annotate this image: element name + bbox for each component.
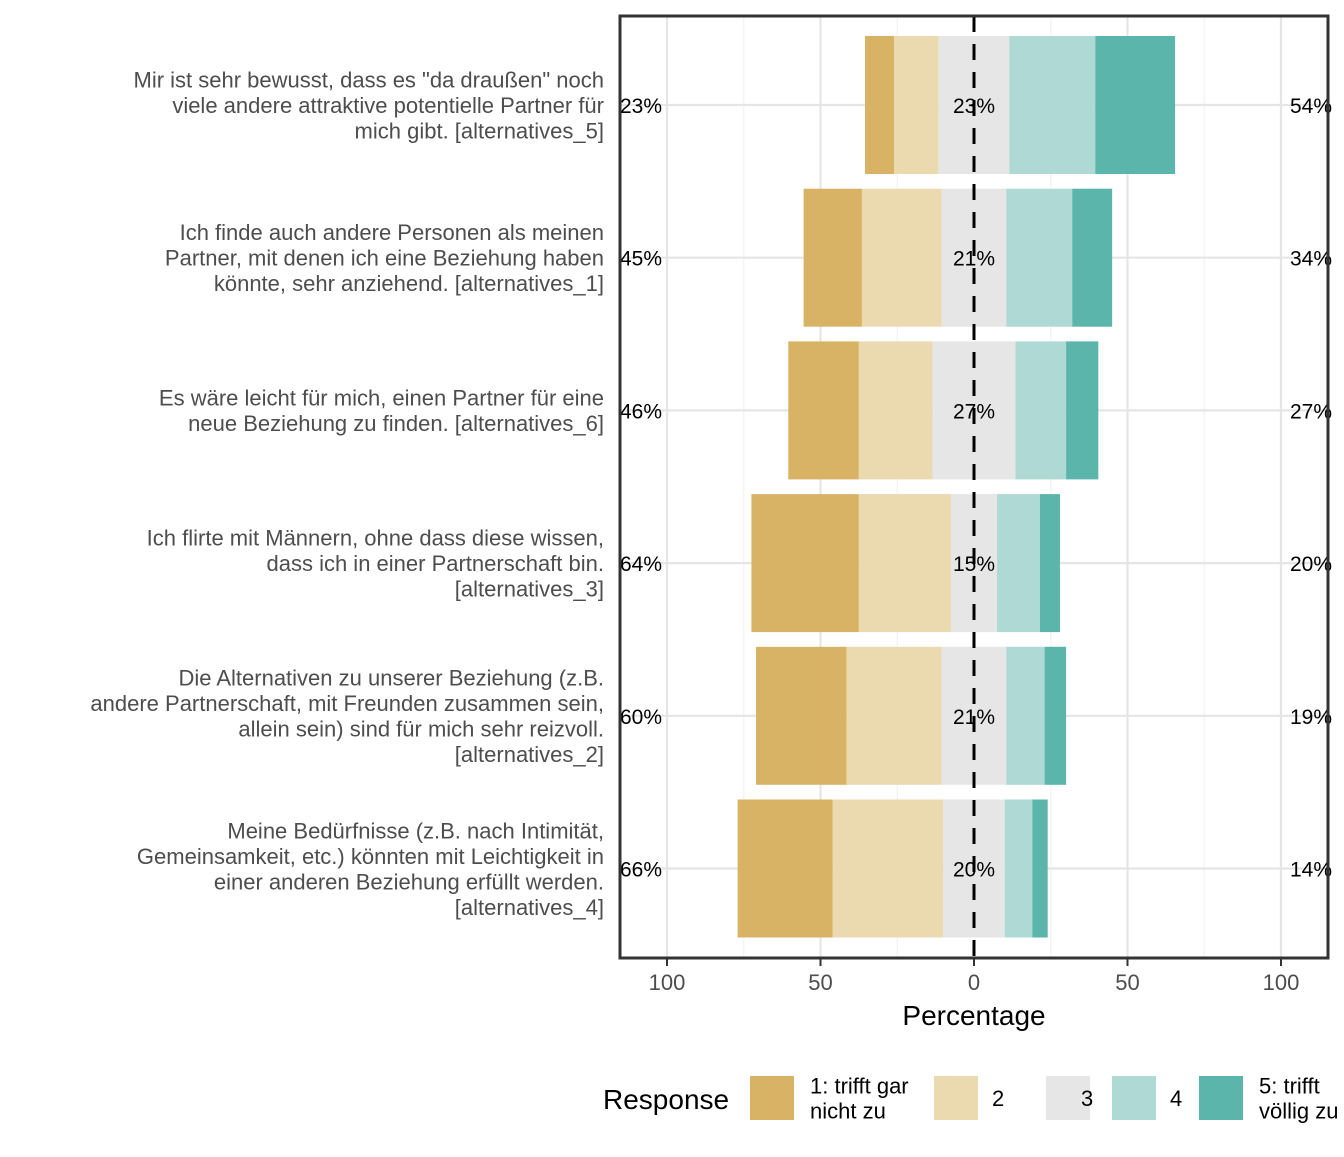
x-tick-label: 50 bbox=[808, 970, 832, 995]
bar-segment bbox=[1004, 799, 1033, 938]
legend-key bbox=[1046, 1076, 1090, 1120]
legend-label: 4 bbox=[1170, 1086, 1182, 1111]
legend-label: 5: trifft völlig zu bbox=[1259, 1074, 1338, 1124]
low-percent-label: 66% bbox=[620, 859, 662, 882]
neutral-percent-label: 21% bbox=[953, 706, 995, 729]
category-label: Es wäre leicht für mich, einen Partner f… bbox=[159, 386, 604, 437]
legend-title: Response bbox=[603, 1084, 729, 1115]
low-percent-label: 23% bbox=[620, 95, 662, 118]
legend-label: 2 bbox=[992, 1086, 1004, 1111]
legend-key bbox=[1112, 1076, 1156, 1120]
neutral-percent-label: 23% bbox=[953, 95, 995, 118]
bar-segment bbox=[1066, 341, 1099, 480]
neutral-percent-label: 21% bbox=[953, 248, 995, 271]
x-axis-title: Percentage bbox=[902, 1000, 1045, 1031]
legend-key bbox=[934, 1076, 978, 1120]
bar-segment bbox=[846, 646, 942, 785]
bar-segment bbox=[1006, 188, 1073, 327]
bar-segment bbox=[1006, 646, 1045, 785]
bar-segment bbox=[858, 494, 951, 633]
high-percent-label: 54% bbox=[1290, 95, 1332, 118]
neutral-percent-label: 27% bbox=[953, 400, 995, 423]
bar-segment bbox=[1032, 799, 1048, 938]
low-percent-label: 64% bbox=[620, 553, 662, 576]
category-label: Die Alternativen zu unserer Beziehung (z… bbox=[90, 666, 604, 768]
bar-segment bbox=[1009, 36, 1096, 174]
bar-segment bbox=[1095, 36, 1176, 174]
bar-segment bbox=[1044, 646, 1067, 785]
legend-key bbox=[750, 1076, 794, 1120]
bar-segment bbox=[861, 188, 942, 327]
bar-segment bbox=[751, 494, 859, 633]
bar-segment bbox=[832, 799, 944, 938]
x-tick-label: 100 bbox=[1263, 970, 1300, 995]
bar-segment bbox=[788, 341, 859, 480]
bar-segment bbox=[894, 36, 939, 174]
category-label: Meine Bedürfnisse (z.B. nach Intimität, G… bbox=[137, 818, 604, 920]
low-percent-label: 46% bbox=[620, 400, 662, 423]
legend-label: 3 bbox=[1081, 1086, 1093, 1111]
bar-segment bbox=[1040, 494, 1060, 633]
x-tick-label: 100 bbox=[649, 970, 686, 995]
bar-segment bbox=[858, 341, 933, 480]
high-percent-label: 27% bbox=[1290, 400, 1332, 423]
neutral-percent-label: 20% bbox=[953, 859, 995, 882]
bar-segment bbox=[865, 36, 895, 174]
bar-segment bbox=[803, 188, 862, 327]
category-label: Mir ist sehr bewusst, dass es "da drauße… bbox=[134, 68, 605, 144]
bar-segment bbox=[1015, 341, 1067, 480]
category-label: Ich finde auch andere Personen als meine… bbox=[165, 220, 604, 296]
high-percent-label: 14% bbox=[1290, 859, 1332, 882]
bar-segment bbox=[756, 646, 847, 785]
high-percent-label: 19% bbox=[1290, 706, 1332, 729]
bar-segment bbox=[997, 494, 1041, 633]
category-label: Ich flirte mit Männern, ohne dass diese … bbox=[147, 526, 604, 602]
bar-segment bbox=[737, 799, 833, 938]
bar-segment bbox=[1072, 188, 1113, 327]
x-tick-label: 0 bbox=[968, 970, 980, 995]
legend-key bbox=[1199, 1076, 1243, 1120]
low-percent-label: 45% bbox=[620, 248, 662, 271]
low-percent-label: 60% bbox=[620, 706, 662, 729]
legend-label: 1: trifft gar nicht zu bbox=[810, 1074, 909, 1124]
x-tick-label: 50 bbox=[1115, 970, 1139, 995]
high-percent-label: 34% bbox=[1290, 248, 1332, 271]
neutral-percent-label: 15% bbox=[953, 553, 995, 576]
high-percent-label: 20% bbox=[1290, 553, 1332, 576]
